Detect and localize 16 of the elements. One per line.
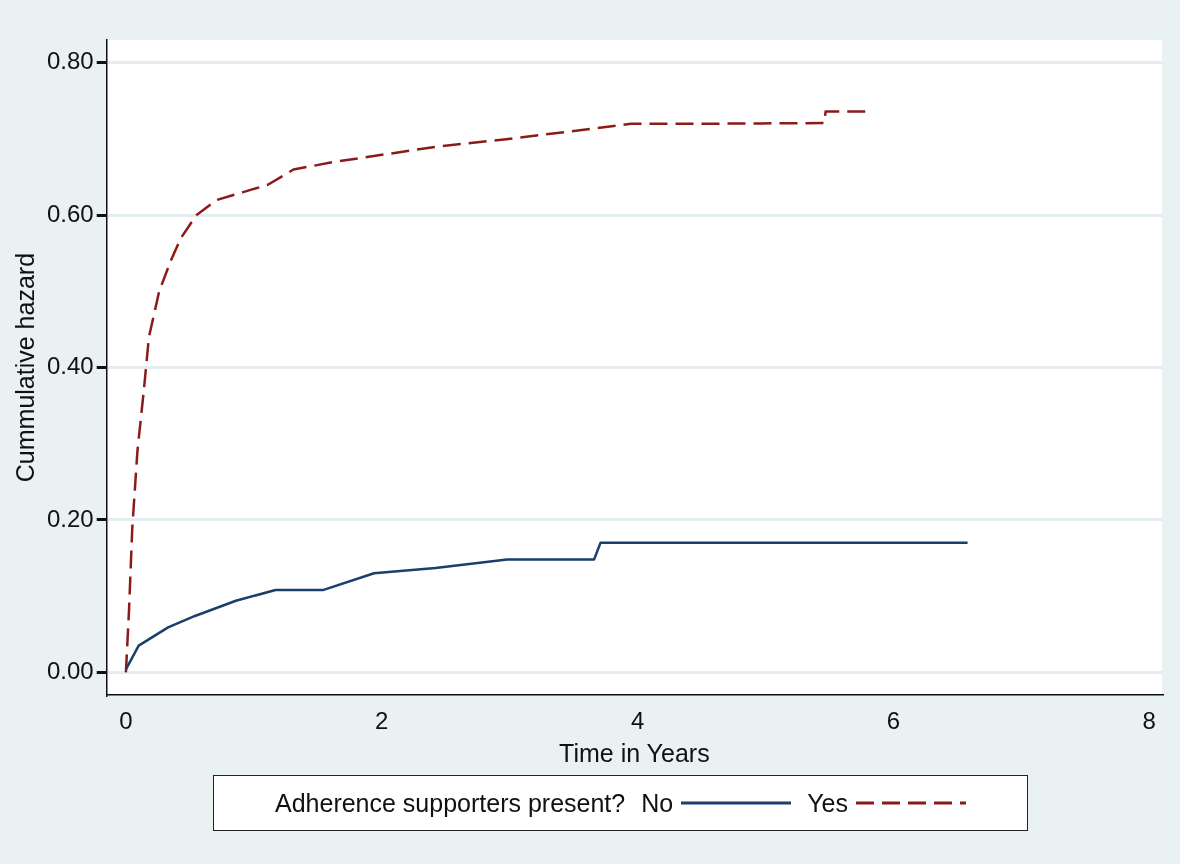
legend-title: Adherence supporters present? bbox=[275, 788, 626, 818]
x-tick-label: 6 bbox=[886, 707, 901, 735]
y-tick-label: 0.80 bbox=[46, 47, 94, 75]
y-tick-label: 0.40 bbox=[46, 352, 94, 380]
x-tick-label: 2 bbox=[375, 707, 389, 735]
x-tick-label: 0 bbox=[119, 707, 133, 735]
y-tick-label: 0.00 bbox=[46, 656, 94, 684]
y-axis-title: Cummulative hazard bbox=[10, 252, 39, 483]
legend-label: No bbox=[641, 788, 674, 818]
x-tick-label: 8 bbox=[1142, 707, 1156, 735]
y-tick-label: 0.60 bbox=[46, 199, 94, 227]
line-series bbox=[124, 110, 867, 674]
legend-label: Yes bbox=[807, 788, 848, 818]
y-tick-label: 0.20 bbox=[46, 504, 94, 532]
x-tick-label: 4 bbox=[630, 707, 645, 735]
x-axis-title: Time in Years bbox=[559, 738, 710, 767]
